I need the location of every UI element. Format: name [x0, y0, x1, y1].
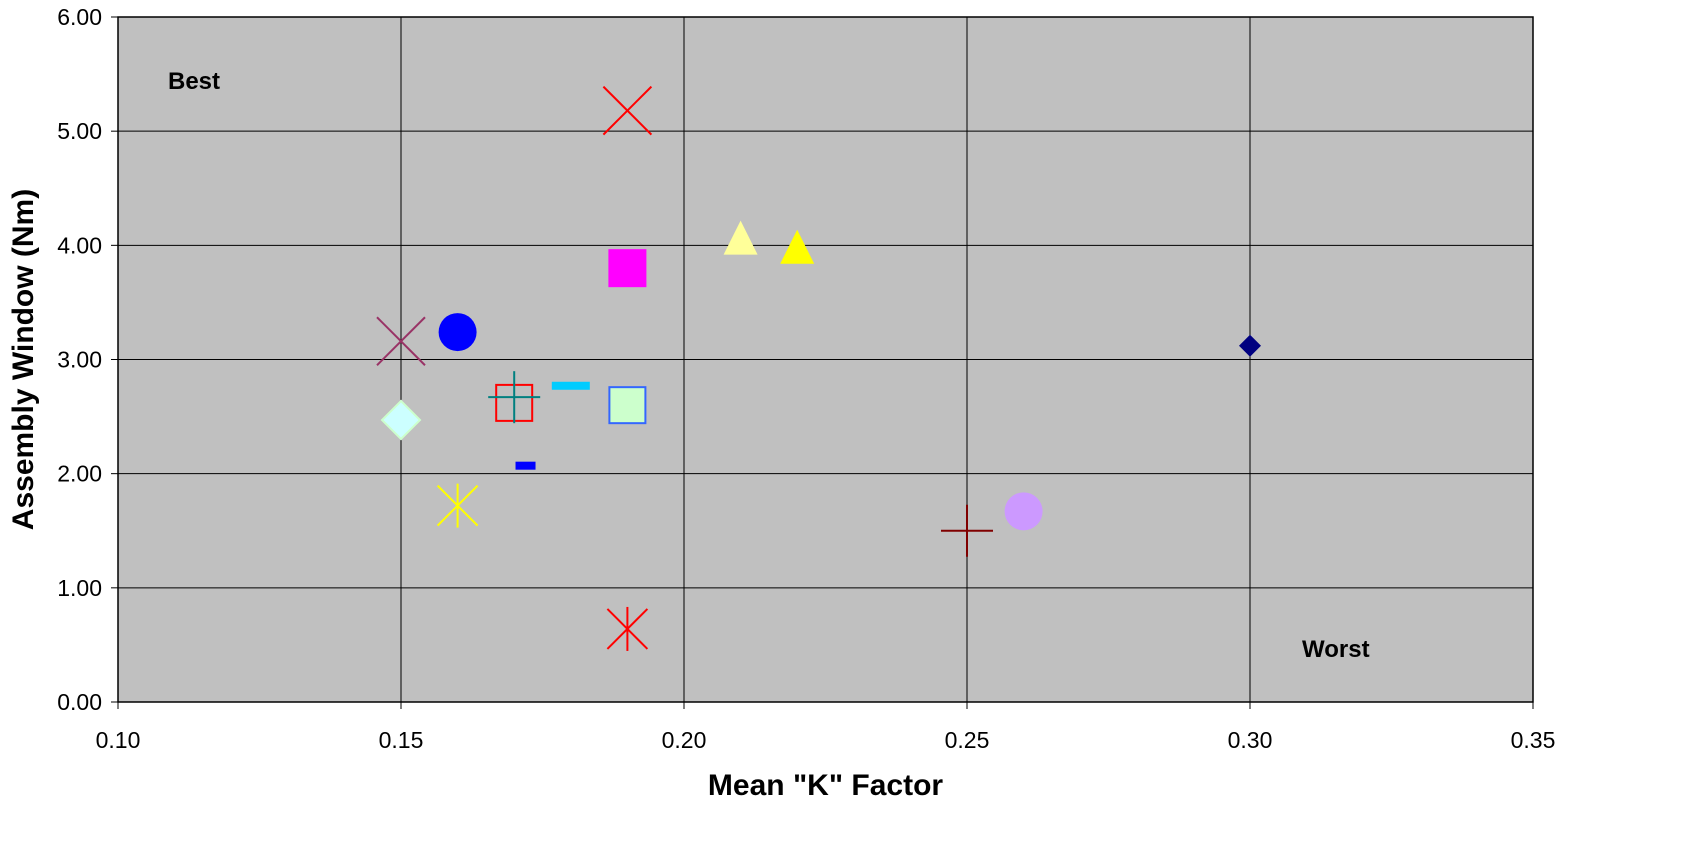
annotation-best: Best — [168, 68, 220, 95]
data-point-11 — [608, 386, 647, 425]
data-point-6 — [438, 313, 477, 352]
x-tick-label: 0.25 — [945, 727, 990, 753]
y-axis-title: Assembly Window (Nm) — [7, 189, 40, 530]
x-tick-label: 0.10 — [96, 727, 141, 753]
y-tick-label: 3.00 — [57, 347, 102, 373]
data-point-5 — [376, 316, 426, 366]
data-point-8 — [551, 381, 590, 390]
y-tick-label: 5.00 — [57, 118, 102, 144]
x-tick-label: 0.15 — [379, 727, 424, 753]
x-tick-label: 0.30 — [1228, 727, 1273, 753]
y-tick-label: 1.00 — [57, 575, 102, 601]
annotation-worst: Worst — [1302, 636, 1370, 663]
data-point-13 — [515, 461, 536, 470]
data-point-3 — [780, 229, 815, 264]
x-tick-label: 0.35 — [1511, 727, 1556, 753]
data-point-2 — [723, 220, 758, 255]
data-points — [376, 85, 1261, 651]
data-point-7 — [1239, 334, 1261, 357]
data-point-1 — [602, 85, 653, 136]
data-point-12 — [380, 399, 422, 441]
x-axis-title: Mean "K" Factor — [708, 769, 943, 802]
data-point-14 — [436, 483, 479, 528]
y-tick-label: 4.00 — [57, 232, 102, 258]
axis-ticks: 0.10 0.15 0.20 0.25 0.30 0.35 0.00 1.00 2.00 3.00… — [57, 4, 1555, 753]
x-tick-label: 0.20 — [662, 727, 707, 753]
y-tick-label: 6.00 — [57, 4, 102, 30]
y-tick-label: 2.00 — [57, 461, 102, 487]
data-point-16 — [1004, 492, 1043, 531]
data-point-10 — [488, 371, 541, 424]
y-tick-label: 0.00 — [57, 689, 102, 715]
data-point-17 — [606, 606, 649, 651]
data-point-15 — [941, 504, 993, 557]
data-point-4 — [608, 249, 647, 288]
